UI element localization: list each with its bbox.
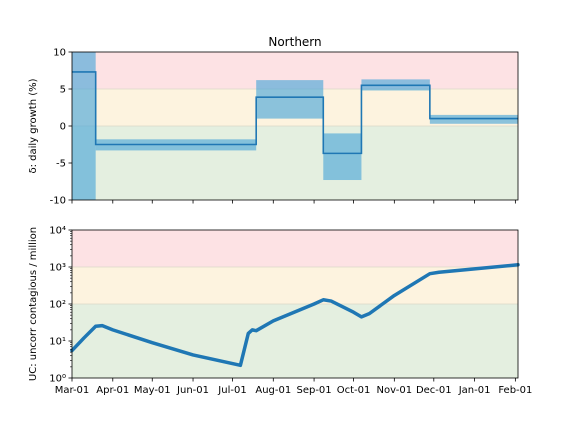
y-tick-label: 10¹ (49, 337, 66, 348)
uncertainty-band (72, 52, 96, 200)
bottom-chart-panel: UC: uncorr contagious / million 10⁰ 10¹ 10… (28, 226, 532, 397)
x-tick-label: Jan-01 (458, 385, 491, 396)
y-tick-label: 0 (60, 122, 66, 133)
y-axis-label: UC: uncorr contagious / million (28, 227, 39, 381)
x-tick-label: Feb-01 (498, 385, 532, 396)
x-tick-label: Jun-01 (176, 385, 209, 396)
x-tick-label: Mar-01 (55, 385, 90, 396)
x-tick-label: Aug-01 (255, 385, 291, 396)
y-tick-label: 10⁴ (49, 226, 66, 237)
zone-band (72, 126, 518, 200)
y-tick-label: 10² (49, 300, 66, 311)
y-tick-label: 10⁰ (49, 374, 66, 385)
y-tick-label: 10 (53, 48, 66, 59)
x-tick-label: Dec-01 (416, 385, 452, 396)
growth-step-line (72, 71, 518, 155)
y-tick-label: 10³ (49, 263, 66, 274)
zone-band (72, 230, 518, 267)
y-axis-label: δ: daily growth (%) (28, 78, 39, 173)
uncertainty-band (256, 80, 324, 119)
x-tick-label: Jul-01 (217, 385, 246, 396)
y-tick-label: 5 (60, 85, 66, 96)
y-tick-label: -10 (50, 196, 66, 207)
chart-title: Northern (268, 35, 321, 49)
x-tick-label: Sep-01 (296, 385, 331, 396)
contagious-line (70, 263, 520, 368)
zone-band (72, 304, 518, 378)
x-tick-label: Nov-01 (377, 385, 413, 396)
y-tick-label: -5 (56, 159, 66, 170)
x-tick-label: Oct-01 (337, 385, 371, 396)
top-chart-panel: Northern δ: daily growth (%) -10 -5 0 5 10 (28, 35, 519, 207)
x-tick-label: May-01 (134, 385, 171, 396)
x-tick-label: Apr-01 (96, 385, 129, 396)
uncertainty-band (323, 133, 362, 181)
